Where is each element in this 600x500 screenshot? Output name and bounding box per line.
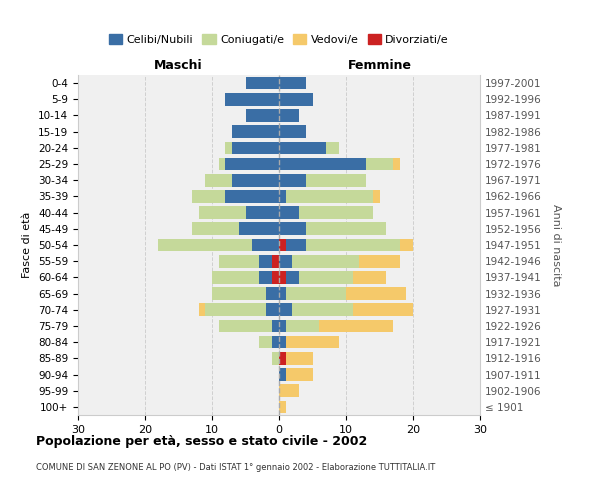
Bar: [259, 336, 272, 348]
Bar: [279, 336, 286, 348]
Bar: [245, 109, 279, 122]
Bar: [205, 174, 232, 186]
Bar: [279, 174, 306, 186]
Bar: [272, 320, 279, 332]
Bar: [279, 93, 313, 106]
Bar: [286, 320, 319, 332]
Bar: [286, 238, 306, 252]
Bar: [272, 255, 279, 268]
Bar: [212, 271, 259, 283]
Bar: [286, 336, 340, 348]
Bar: [279, 77, 306, 90]
Bar: [279, 126, 306, 138]
Bar: [292, 304, 353, 316]
Bar: [266, 304, 279, 316]
Bar: [279, 109, 299, 122]
Bar: [252, 238, 279, 252]
Bar: [299, 206, 373, 219]
Bar: [279, 320, 286, 332]
Bar: [199, 206, 245, 219]
Bar: [306, 238, 400, 252]
Bar: [272, 352, 279, 364]
Bar: [226, 158, 279, 170]
Bar: [226, 142, 232, 154]
Text: Femmine: Femmine: [347, 60, 412, 72]
Bar: [232, 126, 279, 138]
Bar: [232, 142, 279, 154]
Bar: [219, 320, 272, 332]
Bar: [400, 238, 413, 252]
Bar: [279, 352, 286, 364]
Bar: [393, 158, 400, 170]
Bar: [299, 271, 353, 283]
Bar: [286, 288, 346, 300]
Bar: [279, 288, 286, 300]
Bar: [199, 304, 205, 316]
Bar: [359, 255, 400, 268]
Bar: [353, 304, 413, 316]
Bar: [192, 190, 226, 202]
Bar: [279, 222, 306, 235]
Bar: [286, 368, 313, 381]
Bar: [226, 93, 279, 106]
Bar: [272, 271, 279, 283]
Bar: [245, 206, 279, 219]
Bar: [353, 271, 386, 283]
Bar: [259, 271, 272, 283]
Bar: [192, 222, 239, 235]
Bar: [279, 400, 286, 413]
Bar: [212, 288, 266, 300]
Bar: [279, 255, 292, 268]
Bar: [279, 271, 286, 283]
Bar: [205, 304, 266, 316]
Bar: [279, 384, 299, 397]
Bar: [259, 255, 272, 268]
Bar: [226, 190, 279, 202]
Bar: [218, 255, 259, 268]
Bar: [346, 288, 406, 300]
Bar: [245, 77, 279, 90]
Legend: Celibi/Nubili, Coniugati/e, Vedovi/e, Divorziati/e: Celibi/Nubili, Coniugati/e, Vedovi/e, Di…: [104, 30, 454, 49]
Bar: [279, 158, 366, 170]
Bar: [266, 288, 279, 300]
Bar: [366, 158, 393, 170]
Y-axis label: Anni di nascita: Anni di nascita: [551, 204, 561, 286]
Bar: [239, 222, 279, 235]
Bar: [286, 271, 299, 283]
Bar: [232, 174, 279, 186]
Bar: [279, 206, 299, 219]
Bar: [306, 222, 386, 235]
Text: COMUNE DI SAN ZENONE AL PO (PV) - Dati ISTAT 1° gennaio 2002 - Elaborazione TUTT: COMUNE DI SAN ZENONE AL PO (PV) - Dati I…: [36, 462, 435, 471]
Bar: [219, 158, 226, 170]
Bar: [279, 304, 292, 316]
Bar: [279, 190, 286, 202]
Bar: [326, 142, 340, 154]
Bar: [286, 352, 313, 364]
Bar: [286, 190, 373, 202]
Bar: [292, 255, 359, 268]
Bar: [319, 320, 393, 332]
Bar: [279, 368, 286, 381]
Bar: [158, 238, 252, 252]
Text: Maschi: Maschi: [154, 60, 203, 72]
Bar: [373, 190, 380, 202]
Bar: [279, 238, 286, 252]
Bar: [279, 142, 326, 154]
Bar: [272, 336, 279, 348]
Y-axis label: Fasce di età: Fasce di età: [22, 212, 32, 278]
Text: Popolazione per età, sesso e stato civile - 2002: Popolazione per età, sesso e stato civil…: [36, 435, 367, 448]
Bar: [306, 174, 366, 186]
